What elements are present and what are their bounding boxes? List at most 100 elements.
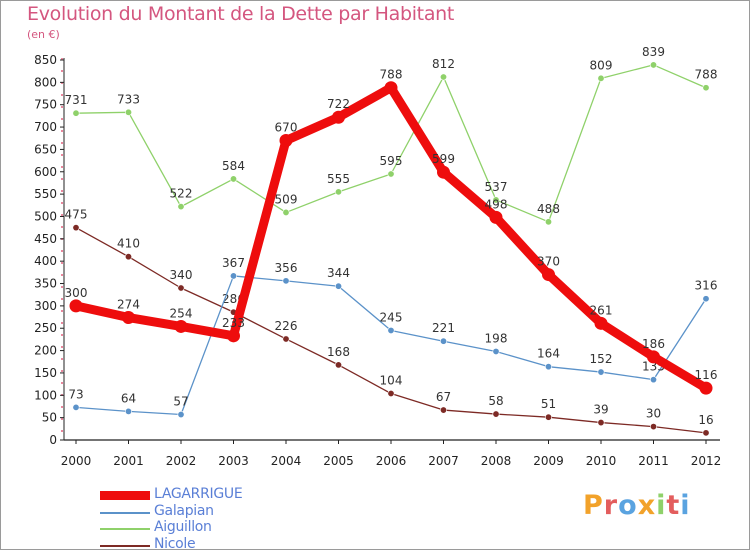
data-point-lagarrigue <box>384 81 398 95</box>
data-point-galapian <box>702 295 710 303</box>
data-label-galapian: 57 <box>173 395 188 409</box>
data-point-galapian <box>125 407 133 415</box>
y-tick-label: 400 <box>34 254 57 268</box>
data-point-galapian <box>334 282 342 290</box>
x-tick-label: 2012 <box>691 454 722 468</box>
data-label-galapian: 198 <box>485 331 508 345</box>
x-tick-label: 2005 <box>323 454 354 468</box>
x-tick-label: 2010 <box>586 454 617 468</box>
data-label-aiguillon: 788 <box>695 68 718 82</box>
data-label-nicole: 226 <box>275 319 298 333</box>
data-point-galapian <box>439 337 447 345</box>
logo-letter: P <box>583 490 604 521</box>
data-point-lagarrigue <box>647 350 660 364</box>
data-label-nicole: 16 <box>698 413 713 427</box>
data-label-galapian: 316 <box>695 279 718 293</box>
data-label-lagarrigue: 788 <box>380 68 403 82</box>
y-tick-label: 700 <box>34 120 57 134</box>
data-label-lagarrigue: 186 <box>642 337 665 351</box>
data-point-aiguillon <box>282 208 290 216</box>
data-point-aiguillon <box>649 61 657 69</box>
data-label-galapian: 152 <box>590 352 613 366</box>
x-tick-label: 2008 <box>481 454 512 468</box>
data-point-galapian <box>649 376 657 384</box>
data-point-lagarrigue <box>699 381 713 395</box>
legend-swatch-aiguillon <box>100 528 150 530</box>
x-tick-label: 2000 <box>61 454 92 468</box>
data-point-galapian <box>282 277 290 285</box>
data-point-nicole <box>702 429 710 437</box>
data-point-aiguillon <box>702 84 710 92</box>
data-label-lagarrigue: 233 <box>222 316 245 330</box>
data-point-nicole <box>177 284 185 292</box>
data-point-galapian <box>387 326 395 334</box>
y-tick-label: 500 <box>34 209 57 223</box>
data-point-nicole <box>439 406 447 414</box>
data-point-lagarrigue <box>542 268 555 282</box>
data-point-galapian <box>177 411 185 419</box>
data-label-galapian: 245 <box>380 310 403 324</box>
legend-label-aiguillon: Aiguillon <box>154 519 212 535</box>
legend-label-lagarrigue: LAGARRIGUE <box>154 486 243 502</box>
data-label-lagarrigue: 370 <box>537 255 560 269</box>
data-point-lagarrigue <box>437 165 450 179</box>
data-label-lagarrigue: 498 <box>485 197 508 211</box>
data-point-aiguillon <box>544 218 552 226</box>
data-label-lagarrigue: 670 <box>275 120 298 134</box>
data-label-galapian: 73 <box>68 387 83 401</box>
data-label-nicole: 39 <box>593 403 608 417</box>
data-point-galapian <box>597 368 605 376</box>
data-label-nicole: 30 <box>646 407 661 421</box>
data-label-galapian: 367 <box>222 256 245 270</box>
data-label-nicole: 340 <box>170 268 193 282</box>
series-line-lagarrigue <box>71 83 711 393</box>
x-tick-label: 2003 <box>218 454 249 468</box>
x-tick-label: 2006 <box>376 454 407 468</box>
data-label-lagarrigue: 261 <box>590 303 613 317</box>
data-point-lagarrigue <box>174 319 188 333</box>
data-label-aiguillon: 537 <box>485 180 508 194</box>
data-label-lagarrigue: 300 <box>65 286 88 300</box>
data-point-aiguillon <box>177 203 185 211</box>
y-tick-label: 650 <box>34 142 57 156</box>
x-tick-label: 2001 <box>113 454 144 468</box>
logo-letter: r <box>603 490 619 521</box>
data-label-aiguillon: 509 <box>275 192 298 206</box>
data-point-aiguillon <box>72 109 80 117</box>
data-label-galapian: 344 <box>327 266 350 280</box>
data-label-aiguillon: 595 <box>380 154 403 168</box>
data-point-aiguillon <box>597 74 605 82</box>
data-label-aiguillon: 488 <box>537 202 560 216</box>
data-label-aiguillon: 584 <box>222 159 245 173</box>
chart-title: Evolution du Montant de la Dette par Hab… <box>27 3 455 25</box>
data-point-aiguillon <box>230 175 238 183</box>
logo-letter: i <box>680 490 691 521</box>
data-label-aiguillon: 522 <box>170 187 193 201</box>
data-point-nicole <box>492 410 500 418</box>
data-point-aiguillon <box>387 170 395 178</box>
x-tick-label: 2007 <box>428 454 459 468</box>
data-point-aiguillon <box>334 188 342 196</box>
x-tick-label: 2011 <box>638 454 669 468</box>
data-label-lagarrigue: 254 <box>170 306 193 320</box>
logo-letter: i <box>656 490 667 521</box>
data-label-aiguillon: 733 <box>117 92 140 106</box>
data-point-nicole <box>125 253 133 261</box>
y-tick-label: 550 <box>34 187 57 201</box>
y-tick-label: 250 <box>34 321 57 335</box>
data-point-nicole <box>72 224 80 232</box>
chart-subtitle: (en €) <box>27 28 60 41</box>
data-point-nicole <box>282 335 290 343</box>
x-tick-label: 2004 <box>271 454 302 468</box>
legend-swatch-lagarrigue <box>100 491 150 500</box>
x-tick-label: 2009 <box>533 454 564 468</box>
data-label-lagarrigue: 722 <box>327 97 350 111</box>
y-tick-label: 100 <box>34 388 57 402</box>
data-label-nicole: 168 <box>327 345 350 359</box>
data-point-nicole <box>387 390 395 398</box>
data-label-nicole: 410 <box>117 237 140 251</box>
data-point-lagarrigue <box>279 133 293 147</box>
data-point-aiguillon <box>125 108 133 116</box>
legend-label-nicole: Nicole <box>154 535 196 552</box>
